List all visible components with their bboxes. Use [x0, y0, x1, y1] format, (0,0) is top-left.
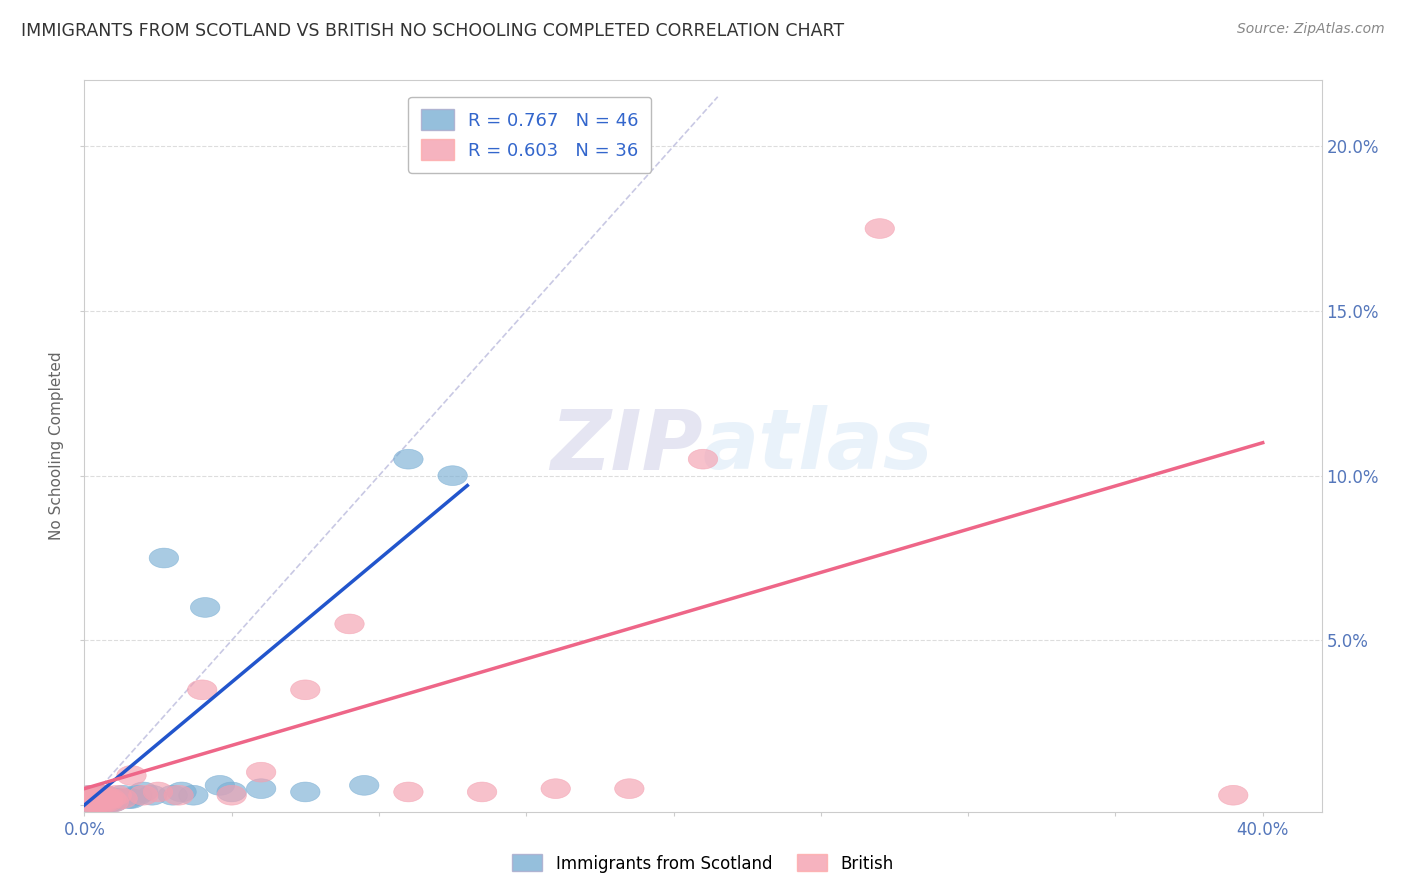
Ellipse shape: [1219, 785, 1249, 805]
Ellipse shape: [73, 792, 103, 812]
Ellipse shape: [90, 792, 120, 812]
Ellipse shape: [93, 792, 122, 812]
Ellipse shape: [73, 789, 103, 808]
Ellipse shape: [93, 789, 122, 808]
Ellipse shape: [122, 785, 152, 805]
Ellipse shape: [103, 789, 132, 808]
Ellipse shape: [79, 792, 108, 812]
Text: IMMIGRANTS FROM SCOTLAND VS BRITISH NO SCHOOLING COMPLETED CORRELATION CHART: IMMIGRANTS FROM SCOTLAND VS BRITISH NO S…: [21, 22, 844, 40]
Ellipse shape: [117, 765, 146, 785]
Ellipse shape: [165, 785, 194, 805]
Ellipse shape: [90, 785, 120, 805]
Ellipse shape: [82, 792, 111, 812]
Ellipse shape: [93, 789, 122, 808]
Ellipse shape: [98, 792, 128, 812]
Ellipse shape: [90, 792, 120, 812]
Ellipse shape: [128, 782, 157, 802]
Ellipse shape: [76, 792, 105, 812]
Ellipse shape: [138, 785, 167, 805]
Ellipse shape: [335, 614, 364, 634]
Ellipse shape: [246, 763, 276, 782]
Ellipse shape: [79, 785, 108, 805]
Ellipse shape: [217, 782, 246, 802]
Ellipse shape: [350, 775, 380, 796]
Ellipse shape: [167, 782, 197, 802]
Ellipse shape: [157, 785, 187, 805]
Ellipse shape: [394, 450, 423, 469]
Ellipse shape: [87, 789, 117, 808]
Ellipse shape: [291, 680, 321, 699]
Ellipse shape: [82, 792, 111, 812]
Ellipse shape: [105, 789, 135, 808]
Ellipse shape: [82, 789, 111, 808]
Ellipse shape: [187, 680, 217, 699]
Ellipse shape: [90, 785, 120, 805]
Ellipse shape: [82, 789, 111, 808]
Ellipse shape: [84, 789, 114, 808]
Ellipse shape: [190, 598, 219, 617]
Ellipse shape: [467, 782, 496, 802]
Ellipse shape: [179, 785, 208, 805]
Ellipse shape: [117, 789, 146, 808]
Ellipse shape: [84, 792, 114, 812]
Ellipse shape: [394, 782, 423, 802]
Ellipse shape: [541, 779, 571, 798]
Ellipse shape: [96, 792, 125, 812]
Text: Source: ZipAtlas.com: Source: ZipAtlas.com: [1237, 22, 1385, 37]
Ellipse shape: [96, 789, 125, 808]
Ellipse shape: [98, 792, 128, 812]
Ellipse shape: [437, 466, 467, 485]
Ellipse shape: [246, 779, 276, 798]
Ellipse shape: [614, 779, 644, 798]
Ellipse shape: [103, 785, 132, 805]
Ellipse shape: [108, 785, 138, 805]
Ellipse shape: [98, 789, 128, 808]
Legend: Immigrants from Scotland, British: Immigrants from Scotland, British: [506, 847, 900, 880]
Ellipse shape: [84, 792, 114, 812]
Ellipse shape: [205, 775, 235, 796]
Ellipse shape: [93, 792, 122, 812]
Ellipse shape: [84, 785, 114, 805]
Ellipse shape: [87, 789, 117, 808]
Ellipse shape: [96, 789, 125, 808]
Ellipse shape: [79, 792, 108, 812]
Ellipse shape: [217, 785, 246, 805]
Legend: R = 0.767   N = 46, R = 0.603   N = 36: R = 0.767 N = 46, R = 0.603 N = 36: [408, 96, 651, 173]
Ellipse shape: [73, 792, 103, 812]
Ellipse shape: [82, 785, 111, 805]
Text: atlas: atlas: [703, 406, 934, 486]
Ellipse shape: [128, 785, 157, 805]
Ellipse shape: [76, 785, 105, 805]
Text: ZIP: ZIP: [550, 406, 703, 486]
Ellipse shape: [76, 789, 105, 808]
Ellipse shape: [108, 789, 138, 808]
Ellipse shape: [73, 789, 103, 808]
Ellipse shape: [87, 785, 117, 805]
Ellipse shape: [79, 789, 108, 808]
Ellipse shape: [76, 785, 105, 805]
Ellipse shape: [291, 782, 321, 802]
Ellipse shape: [114, 789, 143, 808]
Ellipse shape: [865, 219, 894, 238]
Ellipse shape: [76, 792, 105, 812]
Ellipse shape: [143, 782, 173, 802]
Y-axis label: No Schooling Completed: No Schooling Completed: [49, 351, 65, 541]
Ellipse shape: [689, 450, 717, 469]
Ellipse shape: [87, 792, 117, 812]
Ellipse shape: [87, 792, 117, 812]
Ellipse shape: [90, 789, 120, 808]
Ellipse shape: [79, 789, 108, 808]
Ellipse shape: [149, 549, 179, 568]
Ellipse shape: [84, 785, 114, 805]
